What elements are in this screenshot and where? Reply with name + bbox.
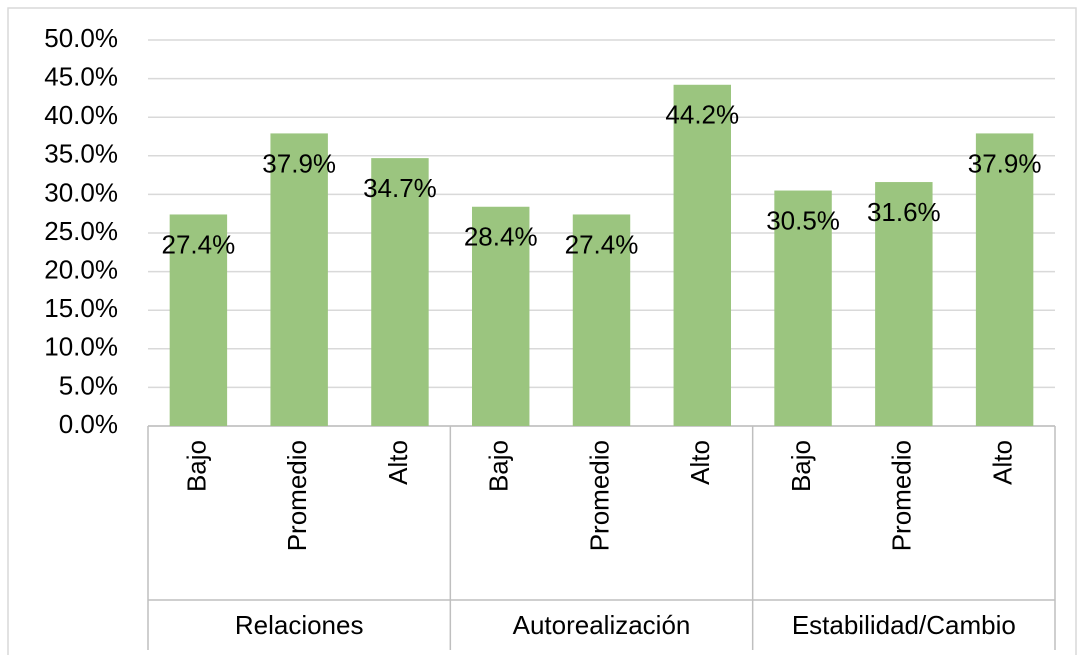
data-label: 28.4% xyxy=(464,222,538,252)
y-tick-label: 25.0% xyxy=(44,216,118,246)
bar xyxy=(875,182,933,426)
y-tick-label: 40.0% xyxy=(44,100,118,130)
y-tick-label: 10.0% xyxy=(44,332,118,362)
data-label: 37.9% xyxy=(968,148,1042,178)
data-label: 44.2% xyxy=(665,100,739,130)
group-label: Estabilidad/Cambio xyxy=(792,610,1016,640)
data-label: 30.5% xyxy=(766,205,840,235)
y-tick-label: 30.0% xyxy=(44,177,118,207)
bar xyxy=(472,206,530,426)
x-tick-label: Bajo xyxy=(181,440,211,492)
y-tick-label: 5.0% xyxy=(59,370,118,400)
y-tick-label: 15.0% xyxy=(44,293,118,323)
y-tick-label: 50.0% xyxy=(44,23,118,53)
group-label: Autorealización xyxy=(513,610,691,640)
y-tick-label: 0.0% xyxy=(59,409,118,439)
x-tick-label: Alto xyxy=(685,440,715,485)
y-tick-label: 35.0% xyxy=(44,139,118,169)
data-label: 37.9% xyxy=(262,148,336,178)
data-label: 27.4% xyxy=(565,229,639,259)
y-tick-label: 45.0% xyxy=(44,61,118,91)
data-label: 31.6% xyxy=(867,197,941,227)
x-tick-label: Bajo xyxy=(484,440,514,492)
bar xyxy=(975,133,1034,427)
x-tick-label: Promedio xyxy=(887,440,917,551)
bar xyxy=(371,158,429,426)
x-tick-label: Bajo xyxy=(786,440,816,492)
bar xyxy=(673,84,731,426)
bar xyxy=(270,133,328,427)
data-label: 27.4% xyxy=(162,229,236,259)
x-tick-label: Alto xyxy=(987,440,1017,485)
data-label: 34.7% xyxy=(363,173,437,203)
x-tick-label: Promedio xyxy=(584,440,614,551)
x-tick-label: Alto xyxy=(383,440,413,485)
bar xyxy=(169,214,228,426)
group-label: Relaciones xyxy=(235,610,364,640)
bar xyxy=(572,214,631,426)
x-tick-label: Promedio xyxy=(282,440,312,551)
y-tick-label: 20.0% xyxy=(44,254,118,284)
bar xyxy=(774,190,832,426)
